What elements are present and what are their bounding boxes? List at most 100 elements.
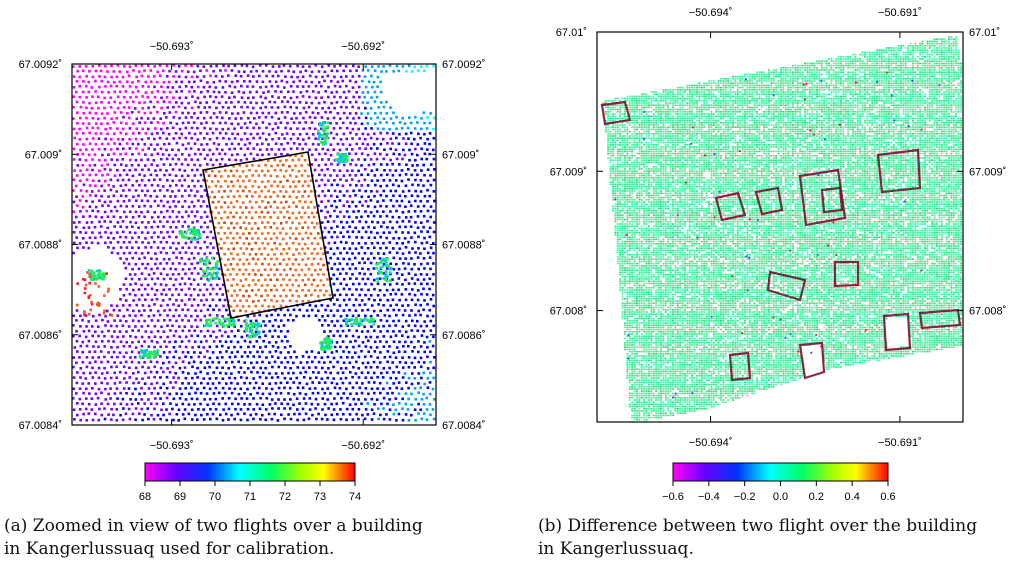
outlier-point (627, 357, 630, 360)
outlier-point (810, 351, 813, 354)
panel-b: −50.694˚ −50.694˚ −50.691˚ −50.691˚ 67.01˚ 67… (550, 7, 1007, 503)
outlier-point (731, 275, 734, 278)
outlier-point (855, 81, 857, 84)
y-tick-label-left: 67.01˚ (556, 27, 587, 39)
panel-a-axes: −50.693˚ −50.693˚ −50.692˚ −50.692˚ 67.0092˚… (19, 41, 486, 452)
outlier-point (817, 174, 820, 176)
caption-a-line2: in Kangerlussuaq used for calibration. (4, 538, 504, 561)
y-tick-label-right: 67.0088˚ (442, 240, 485, 252)
panel-b-colorbar: −0.6 −0.4 −0.2 0.0 0.2 0.4 0.6 (662, 462, 896, 503)
outlier-point (789, 333, 792, 335)
outlier-point (704, 154, 706, 157)
outlier-point (816, 253, 819, 256)
colorbar-a-tick-label: 73 (314, 491, 326, 503)
building-difference-edge (821, 187, 843, 213)
outlier-point (797, 350, 800, 353)
outlier-point (627, 333, 630, 336)
outlier-point (920, 269, 923, 272)
colorbar-b-tick-label: −0.2 (734, 491, 756, 503)
building-difference-edge (919, 309, 961, 329)
caption-b: (b) Difference between two flight over t… (538, 515, 1025, 561)
colorbar-a-gradient (144, 462, 356, 482)
panel-b-frame (596, 31, 964, 423)
outlier-point (784, 337, 787, 339)
panel-a: −50.693˚ −50.693˚ −50.692˚ −50.692˚ 67.0092˚… (19, 41, 486, 503)
outlier-point (820, 345, 822, 348)
outlier-point (745, 78, 747, 81)
y-tick-label-left: 67.0084˚ (19, 420, 62, 432)
colorbar-a-tick-label: 71 (244, 491, 256, 503)
outlier-point (804, 98, 806, 101)
colorbar-b-tick-label: −0.6 (662, 491, 684, 503)
outlier-point (772, 94, 775, 96)
outlier-point (813, 133, 815, 136)
outlier-point (815, 333, 818, 336)
y-tick-label-left: 67.0092˚ (19, 59, 62, 71)
outlier-point (713, 153, 716, 156)
outlier-point (890, 94, 893, 97)
outlier-point (885, 71, 888, 74)
outlier-point (911, 80, 914, 82)
colorbar-a-tick-label: 68 (139, 491, 151, 503)
outlier-point (696, 236, 699, 239)
outlier-point (710, 315, 713, 318)
colorbar-a-tick-label: 69 (174, 491, 186, 503)
panel-a-scatter (72, 64, 436, 422)
y-tick-label-left: 67.008˚ (550, 306, 587, 318)
building-difference-edge (883, 313, 911, 351)
outlier-point (718, 191, 721, 193)
y-tick-label-right: 67.008˚ (969, 306, 1006, 318)
outlier-point (748, 218, 751, 221)
colorbar-b-tick-label: 0.6 (880, 491, 895, 503)
outlier-point (864, 329, 867, 332)
outlier-point (685, 181, 688, 184)
outlier-point (835, 254, 838, 256)
outlier-point (805, 82, 808, 85)
outlier-point (920, 128, 923, 131)
y-tick-label-left: 67.009˚ (550, 166, 587, 178)
outlier-point (713, 216, 716, 219)
outlier-point (824, 138, 826, 141)
x-tick-label-top: −50.693˚ (150, 41, 194, 53)
y-tick-label-right: 67.01˚ (969, 27, 1000, 39)
outlier-point (903, 200, 906, 203)
building-difference-edge (799, 342, 825, 379)
outlier-point (691, 392, 694, 394)
x-tick-label-bottom: −50.692˚ (341, 440, 385, 452)
caption-b-line2: in Kangerlussuaq. (538, 538, 1025, 561)
outlier-point (832, 221, 835, 224)
colorbar-b-tick-label: 0.4 (845, 491, 860, 503)
panel-b-axes: −50.694˚ −50.694˚ −50.691˚ −50.691˚ 67.01˚ 67… (550, 7, 1007, 449)
x-tick-label-bottom: −50.693˚ (150, 440, 194, 452)
y-tick-label-right: 67.0086˚ (442, 330, 485, 342)
outlier-point (676, 214, 679, 217)
y-tick-label-right: 67.009˚ (969, 166, 1006, 178)
colorbar-a-tick-label: 72 (279, 491, 291, 503)
outlier-point (820, 79, 823, 82)
outlier-point (876, 80, 878, 83)
y-tick-label-right: 67.0084˚ (442, 420, 485, 432)
caption-a-line1: (a) Zoomed in view of two flights over a… (4, 515, 504, 538)
panel-b-scatter (600, 36, 963, 422)
y-tick-label-left: 67.0086˚ (19, 330, 62, 342)
outlier-point (745, 255, 748, 258)
outlier-point (907, 125, 910, 128)
building-difference-edge (601, 101, 631, 125)
outlier-point (614, 198, 617, 201)
y-tick-label-right: 67.009˚ (442, 149, 479, 161)
building-difference-edge (767, 271, 806, 301)
building-difference-edge (877, 149, 921, 193)
outlier-point (893, 119, 896, 122)
x-tick-label-top: −50.691˚ (878, 7, 922, 19)
building-difference (728, 351, 752, 382)
outlier-point (672, 396, 675, 399)
building-difference (882, 312, 912, 352)
y-tick-label-right: 67.0092˚ (442, 59, 485, 71)
colorbar-a-tick-label: 70 (209, 491, 221, 503)
outlier-point (756, 219, 759, 221)
building-outline (202, 151, 334, 319)
colorbar-b-tick-label: 0.2 (809, 491, 824, 503)
building-difference-edge (799, 169, 846, 226)
colorbar-b-gradient (672, 462, 889, 482)
outlier-point (739, 150, 741, 152)
